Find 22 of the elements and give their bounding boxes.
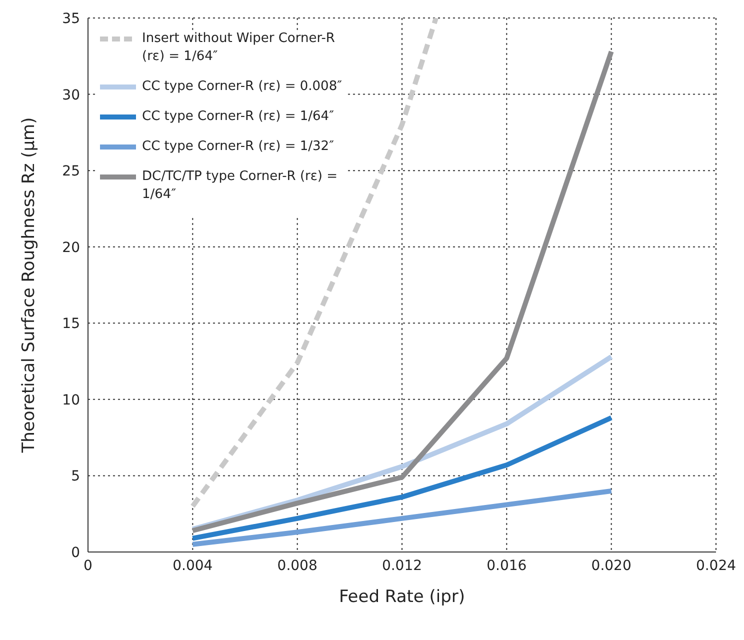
y-tick-label: 15 [62, 316, 80, 332]
y-tick-label: 20 [62, 240, 80, 256]
y-tick-label: 10 [62, 392, 80, 408]
x-tick-label: 0.020 [591, 558, 632, 574]
x-tick-label: 0 [84, 558, 92, 574]
y-tick-label: 30 [62, 87, 80, 104]
y-tick-label: 25 [62, 164, 80, 180]
x-tick-label: 0.012 [382, 558, 422, 574]
x-tick-label: 0.016 [486, 558, 527, 574]
y-tick-label: 35 [62, 10, 80, 27]
legend-label: DC/TC/TP type Corner-R (rε) = 1/64″ [142, 168, 338, 204]
y-axis-title: Theoretical Surface Roughness Rz (μm) [19, 117, 40, 454]
legend-label: CC type Corner-R (rε) = 1/64″ [142, 108, 334, 126]
legend-label: CC type Corner-R (rε) = 1/32″ [142, 138, 334, 156]
y-tick-label: 5 [71, 468, 80, 485]
legend-label: CC type Corner-R (rε) = 0.008″ [142, 78, 342, 96]
legend-label: Insert without Wiper Corner-R (rε) = 1/64″ [142, 30, 336, 66]
x-tick-label: 0.004 [172, 558, 213, 574]
x-tick-label: 0.008 [277, 558, 318, 574]
y-tick-label: 0 [71, 544, 80, 561]
x-tick-label: 0.024 [696, 558, 736, 574]
x-axis-title: Feed Rate (ipr) [338, 587, 466, 607]
